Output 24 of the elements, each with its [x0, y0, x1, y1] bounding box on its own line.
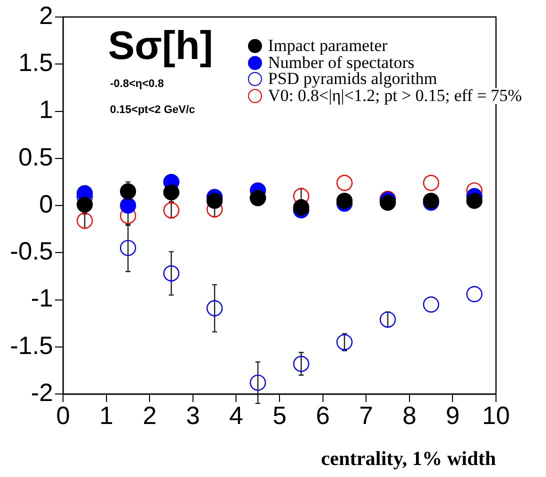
x-tick-label: 4 [229, 402, 244, 430]
y-tick-label: -2 [30, 378, 54, 407]
x-tick-label: 10 [482, 402, 510, 430]
x-tick-label: 8 [402, 402, 416, 430]
annotation: Sσ[h] [108, 24, 214, 69]
x-tick-label: 5 [272, 402, 286, 430]
y-tick-label: -0.5 [10, 238, 54, 266]
x-axis-title: centrality, 1% width [321, 448, 496, 471]
y-tick-label: -1.5 [10, 332, 54, 360]
x-tick-label: 3 [186, 402, 200, 430]
legend-label: Impact parameter [268, 36, 388, 55]
y-tick-label: 0 [39, 190, 54, 218]
y-tick-label: 1.5 [18, 49, 54, 78]
x-tick-label: 6 [316, 402, 330, 430]
y-tick-label: 0.5 [18, 143, 54, 172]
x-tick-label: 1 [99, 402, 114, 430]
annotation: -0.8<η<0.8 [110, 78, 164, 90]
y-tick-label: 2 [39, 2, 54, 30]
x-tick-label: 2 [142, 402, 157, 430]
annotation: 0.15<pt<2 GeV/c [110, 104, 195, 116]
y-tick-label: -1 [30, 284, 54, 313]
x-tick-label: 7 [359, 402, 374, 430]
x-tick-label: 9 [446, 402, 460, 430]
y-tick-label: 1 [39, 96, 54, 124]
